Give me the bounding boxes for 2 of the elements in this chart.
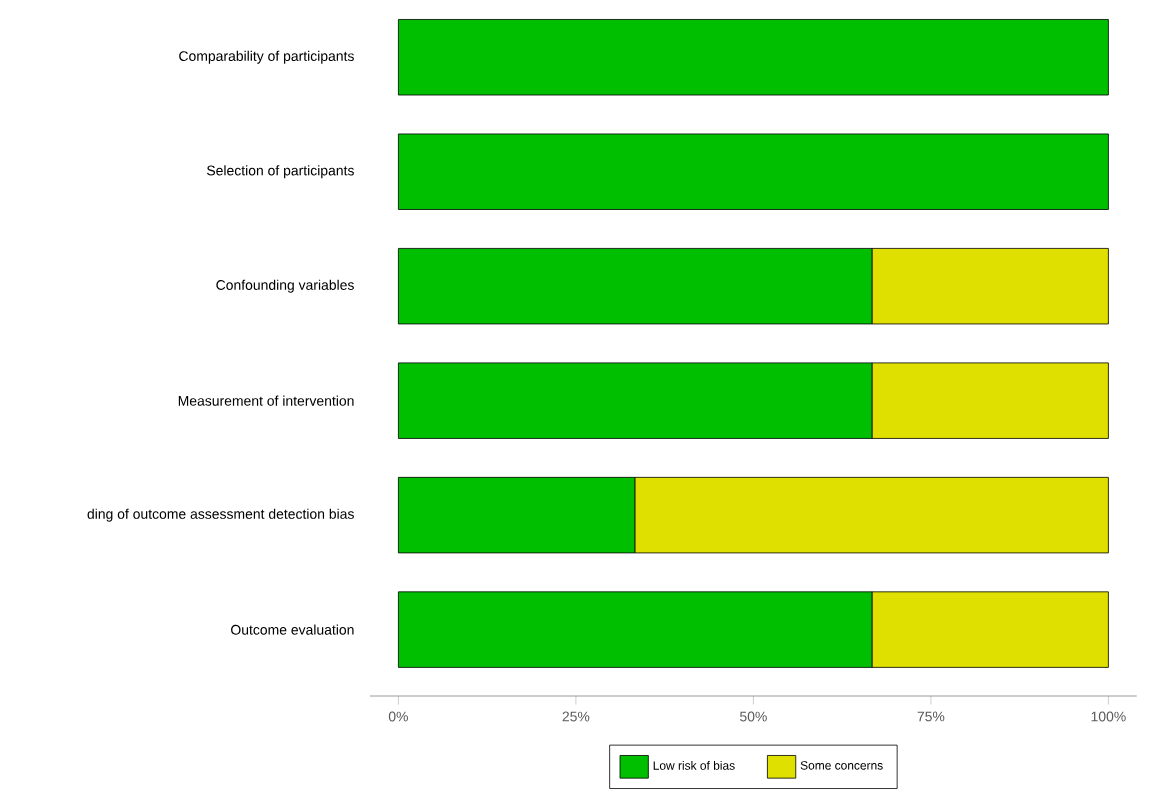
bar	[398, 133, 1109, 210]
bar	[398, 19, 1109, 96]
